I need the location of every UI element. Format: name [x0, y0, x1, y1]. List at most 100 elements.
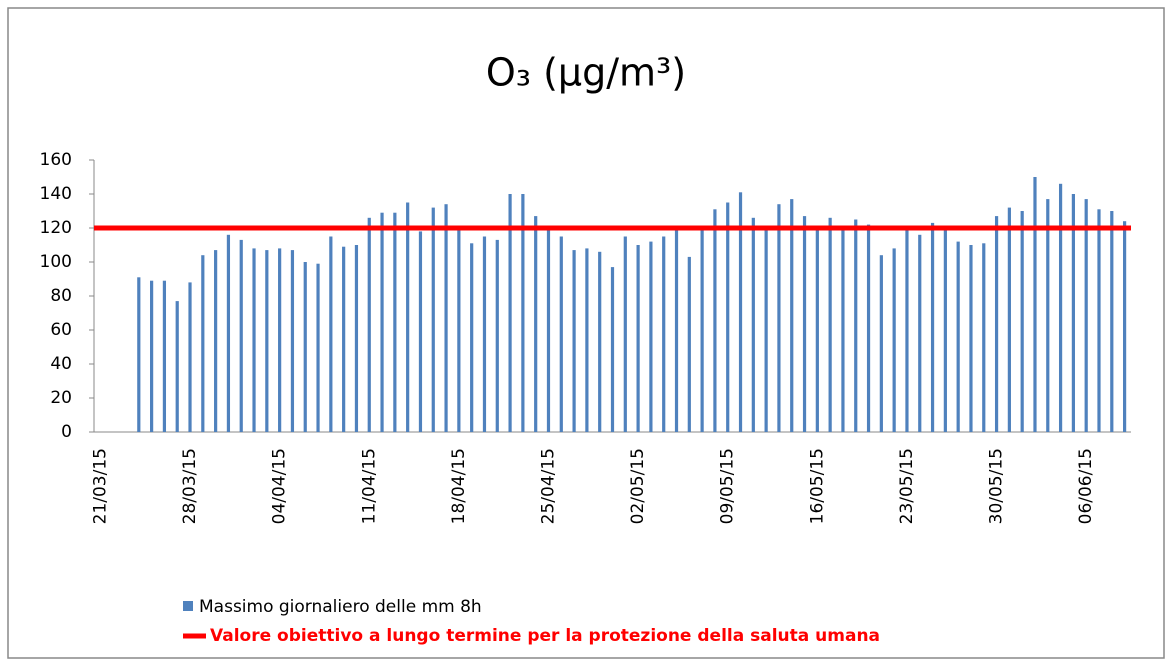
bar — [854, 219, 858, 432]
bar — [278, 248, 282, 432]
bar — [316, 263, 320, 432]
y-tick-label: 160 — [40, 150, 72, 170]
bar — [585, 248, 589, 432]
bar — [918, 234, 922, 432]
bar — [700, 228, 704, 432]
legend-label: Valore obiettivo a lungo termine per la … — [210, 626, 880, 646]
bar — [687, 256, 691, 432]
bar — [495, 239, 499, 432]
x-tick-label: 25/04/15 — [538, 448, 558, 524]
bar — [393, 212, 397, 432]
bar — [342, 246, 346, 432]
bar — [738, 192, 743, 432]
bar — [790, 199, 794, 432]
y-tick-label: 20 — [50, 388, 72, 408]
bar — [636, 245, 640, 432]
y-tick-label: 140 — [40, 184, 72, 204]
bar — [610, 267, 615, 432]
x-tick-label: 02/05/15 — [628, 448, 648, 524]
bar — [265, 250, 269, 432]
chart-title: O₃ (µg/m³) — [486, 51, 686, 95]
bar — [1020, 211, 1024, 432]
bar — [444, 204, 448, 432]
x-tick-label: 04/04/15 — [270, 448, 290, 524]
bar — [726, 202, 730, 432]
bar — [943, 229, 947, 432]
y-tick-label: 80 — [50, 286, 72, 306]
bar — [431, 207, 435, 432]
bar — [406, 202, 410, 432]
bar — [751, 217, 755, 432]
bar — [1033, 177, 1037, 432]
bar — [457, 229, 461, 432]
x-tick-label: 28/03/15 — [180, 448, 200, 524]
bar — [214, 250, 218, 432]
bar — [674, 229, 679, 432]
bar — [239, 239, 243, 432]
y-tick-label: 120 — [40, 218, 72, 238]
bar — [982, 243, 986, 432]
bar — [1071, 194, 1075, 432]
y-tick-label: 60 — [50, 320, 72, 340]
x-tick-label: 06/06/15 — [1076, 448, 1096, 524]
x-tick-label: 23/05/15 — [897, 448, 917, 524]
x-tick-label: 16/05/15 — [807, 448, 827, 524]
bar — [764, 226, 768, 432]
bar — [879, 255, 883, 432]
bar — [201, 255, 205, 432]
bar — [559, 236, 563, 432]
bar — [662, 236, 666, 432]
y-tick-label: 0 — [61, 422, 72, 442]
bar — [777, 204, 781, 432]
bar — [380, 212, 384, 432]
bar — [572, 250, 576, 432]
bar — [802, 216, 807, 432]
y-tick-label: 40 — [50, 354, 72, 374]
x-tick-label: 30/05/15 — [987, 448, 1007, 524]
bar — [994, 216, 999, 432]
bar — [252, 248, 256, 432]
bar — [956, 241, 960, 432]
legend-swatch — [183, 601, 193, 611]
bar — [713, 209, 717, 432]
bar — [623, 236, 627, 432]
bar — [892, 248, 896, 432]
bar — [1046, 199, 1050, 432]
bar — [175, 301, 179, 432]
bar — [354, 245, 359, 432]
x-tick-label: 21/03/15 — [90, 448, 110, 524]
bar — [188, 282, 192, 432]
bar — [649, 241, 653, 432]
bar — [866, 224, 871, 432]
bar — [598, 251, 602, 432]
bar — [1110, 211, 1114, 432]
bar — [930, 222, 935, 432]
x-tick-label: 18/04/15 — [449, 448, 469, 524]
bar — [470, 243, 474, 432]
bar — [969, 245, 973, 432]
legend-label: Massimo giornaliero delle mm 8h — [199, 597, 482, 617]
bar — [841, 226, 845, 432]
bar — [329, 236, 333, 432]
bar — [150, 280, 154, 432]
bar — [162, 280, 167, 432]
bar — [1097, 209, 1101, 432]
x-tick-label: 11/04/15 — [359, 448, 379, 524]
bar — [418, 231, 423, 432]
bar — [290, 250, 295, 432]
y-tick-label: 100 — [40, 252, 72, 272]
bar — [226, 234, 231, 432]
bar — [534, 216, 538, 432]
bar — [367, 217, 371, 432]
bar — [905, 229, 909, 432]
bar — [1007, 207, 1011, 432]
x-tick-label: 09/05/15 — [718, 448, 738, 524]
bar — [1084, 199, 1088, 432]
bar — [137, 277, 141, 432]
bar — [521, 194, 525, 432]
bar — [303, 262, 307, 432]
bar — [546, 229, 551, 432]
bar — [1058, 183, 1063, 432]
